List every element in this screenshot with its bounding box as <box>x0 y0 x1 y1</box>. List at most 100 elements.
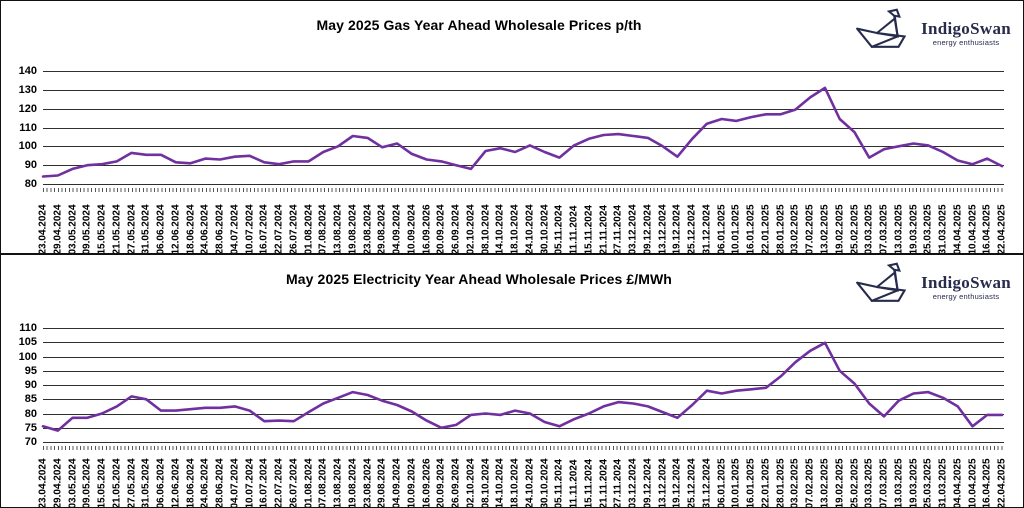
x-axis-date-label: 10.09.2024 <box>406 203 418 254</box>
x-axis-date-label: 31.05.2024 <box>140 203 152 254</box>
x-axis-date-label: 02.10.2024 <box>465 457 477 508</box>
x-axis-date-label: 10.04.2025 <box>967 203 978 254</box>
gas-chart-panel: May 2025 Gas Year Ahead Wholesale Prices… <box>0 0 1024 254</box>
x-axis-date-label: 27.11.2024 <box>612 204 624 254</box>
gridline-y-85 <box>43 399 1004 401</box>
indigoswan-logo: IndigoSwan energy enthusiasts <box>854 8 1011 58</box>
x-axis-date-label: 19.02.2025 <box>834 457 846 508</box>
x-axis-date-label: 15.11.2024 <box>583 458 595 508</box>
gridline-y-140 <box>43 71 1004 72</box>
x-axis-date-label: 28.06.2024 <box>214 457 226 508</box>
x-axis-date-label: 29.08.2024 <box>376 203 388 254</box>
x-axis-date-label: 11.11.2024 <box>568 459 580 508</box>
x-axis-date-label: 16.01.2025 <box>745 457 757 508</box>
gridline-y-80 <box>43 184 1004 185</box>
x-axis-date-label: 04.09.2024 <box>391 457 403 508</box>
gridline-y-130 <box>43 89 1004 91</box>
x-axis-date-label: 16.04.2025 <box>981 203 993 254</box>
x-axis-date-label: 28.01.2025 <box>775 203 787 254</box>
logo-wordmark: IndigoSwan energy enthusiasts <box>921 273 1011 301</box>
x-axis-date-label: 04.07.2024 <box>229 457 241 508</box>
x-axis-date-label: 03.03.2025 <box>863 203 875 254</box>
x-axis-date-label: 07.08.2024 <box>317 203 329 254</box>
x-axis-date-label: 13.08.2024 <box>332 457 344 508</box>
x-axis-date-label: 10.07.2024 <box>244 457 256 508</box>
x-axis-date-label: 05.11.2024 <box>553 204 565 254</box>
y-axis-tick-label: 100 <box>18 140 37 153</box>
x-axis-date-label: 03.12.2024 <box>627 457 639 508</box>
x-axis-date-label: 13.12.2024 <box>657 457 669 508</box>
x-axis-date-label: 15.05.2024 <box>96 457 108 508</box>
x-axis-date-label: 28.06.2024 <box>214 203 226 254</box>
electricity-chart-title: May 2025 Electricity Year Ahead Wholesal… <box>286 271 672 287</box>
x-axis-date-label: 19.03.2025 <box>908 203 919 254</box>
x-axis-date-label: 22.07.2024 <box>273 457 285 508</box>
y-axis-tick-label: 80 <box>24 178 37 190</box>
x-axis-date-label: 21.05.2024 <box>111 457 123 508</box>
x-axis-date-label: 27.05.2024 <box>126 457 137 508</box>
x-axis-date-label: 10.07.2024 <box>244 203 256 254</box>
x-axis-date-label: 04.07.2024 <box>229 203 241 254</box>
x-axis-date-label: 13.03.2025 <box>893 457 905 508</box>
x-axis-date-label: 26.09.2024 <box>450 203 462 254</box>
x-axis-date-label: 03.12.2024 <box>627 203 639 254</box>
x-axis-date-label: 23.04.2024 <box>37 203 49 254</box>
price-series-line <box>41 86 1004 178</box>
x-axis-date-label: 07.03.2025 <box>878 203 890 254</box>
x-axis-date-label: 13.02.2025 <box>819 457 831 508</box>
x-axis-date-label: 03.02.2025 <box>789 457 801 508</box>
y-axis-tick-label: 85 <box>24 393 37 406</box>
x-axis-date-label: 13.12.2024 <box>657 203 669 254</box>
x-axis-date-label: 09.05.2024 <box>81 457 93 508</box>
x-axis-date-label: 24.06.2024 <box>199 203 211 254</box>
origami-swan-icon <box>856 8 907 48</box>
gridline-y-80 <box>43 413 1004 415</box>
x-axis-date-label: 07.02.2025 <box>804 457 816 508</box>
gridline-y-110 <box>43 328 1004 329</box>
x-axis-date-label: 07.02.2025 <box>804 203 816 254</box>
x-axis-date-label: 01.08.2024 <box>303 457 315 508</box>
x-axis-date-label: 26.09.2024 <box>450 457 462 508</box>
x-axis-date-label: 14.10.2024 <box>494 457 506 508</box>
x-axis-date-label: 16.01.2025 <box>745 203 757 254</box>
x-axis-date-label: 02.10.2024 <box>465 203 477 254</box>
x-axis-date-label: 22.04.2025 <box>996 457 1008 508</box>
x-axis-date-label: 09.12.2024 <box>642 457 654 508</box>
y-axis-tick-label: 90 <box>24 159 37 172</box>
electricity-chart-panel: May 2025 Electricity Year Ahead Wholesal… <box>0 254 1024 508</box>
x-axis-date-label: 16.09.2026 <box>421 457 433 508</box>
y-axis-tick-label: 100 <box>18 350 37 363</box>
x-axis-date-label: 13.03.2025 <box>893 203 905 254</box>
gridline-y-100 <box>43 146 1004 148</box>
x-axis-date-label: 13.02.2025 <box>819 203 831 254</box>
x-axis-date-label: 18.06.2024 <box>185 457 196 508</box>
x-axis-date-label: 25.02.2025 <box>849 457 860 508</box>
gas-chart-title: May 2025 Gas Year Ahead Wholesale Prices… <box>316 17 642 33</box>
gridline-y-100 <box>43 356 1004 358</box>
x-axis-date-label: 10.01.2025 <box>730 203 742 254</box>
gridline-y-90 <box>43 385 1004 386</box>
x-axis-date-label: 19.12.2024 <box>671 203 683 254</box>
x-axis-date-label: 01.08.2024 <box>303 203 315 254</box>
x-axis-date-label: 22.04.2025 <box>996 203 1008 254</box>
x-axis-date-label: 06.01.2025 <box>716 203 728 254</box>
x-axis-date-label: 18.10.2024 <box>509 457 521 508</box>
x-axis-date-label: 06.06.2024 <box>155 457 167 508</box>
x-axis-date-label: 26.07.2024 <box>288 203 300 254</box>
x-axis-date-label: 29.04.2024 <box>52 457 64 508</box>
y-axis-tick-label: 70 <box>24 436 37 448</box>
x-axis-date-label: 10.01.2025 <box>730 457 742 508</box>
x-axis-date-label: 25.02.2025 <box>849 203 860 254</box>
logo-tagline: energy enthusiasts <box>932 291 1000 301</box>
x-axis-date-label: 22.01.2025 <box>760 203 772 254</box>
x-axis-date-label: 19.12.2024 <box>671 457 683 508</box>
x-axis-date-label: 15.05.2024 <box>96 203 108 254</box>
y-axis-tick-label: 90 <box>24 379 37 391</box>
x-axis-date-label: 25.12.2024 <box>686 457 698 508</box>
y-axis-tick-label: 80 <box>24 407 37 420</box>
x-axis-date-label: 24.10.2024 <box>524 457 536 508</box>
gridline-y-70 <box>43 442 1004 443</box>
indigoswan-logo: IndigoSwan energy enthusiasts <box>854 262 1011 312</box>
x-axis-date-label: 27.05.2024 <box>126 203 137 254</box>
x-axis-date-label: 19.08.2024 <box>347 203 359 254</box>
